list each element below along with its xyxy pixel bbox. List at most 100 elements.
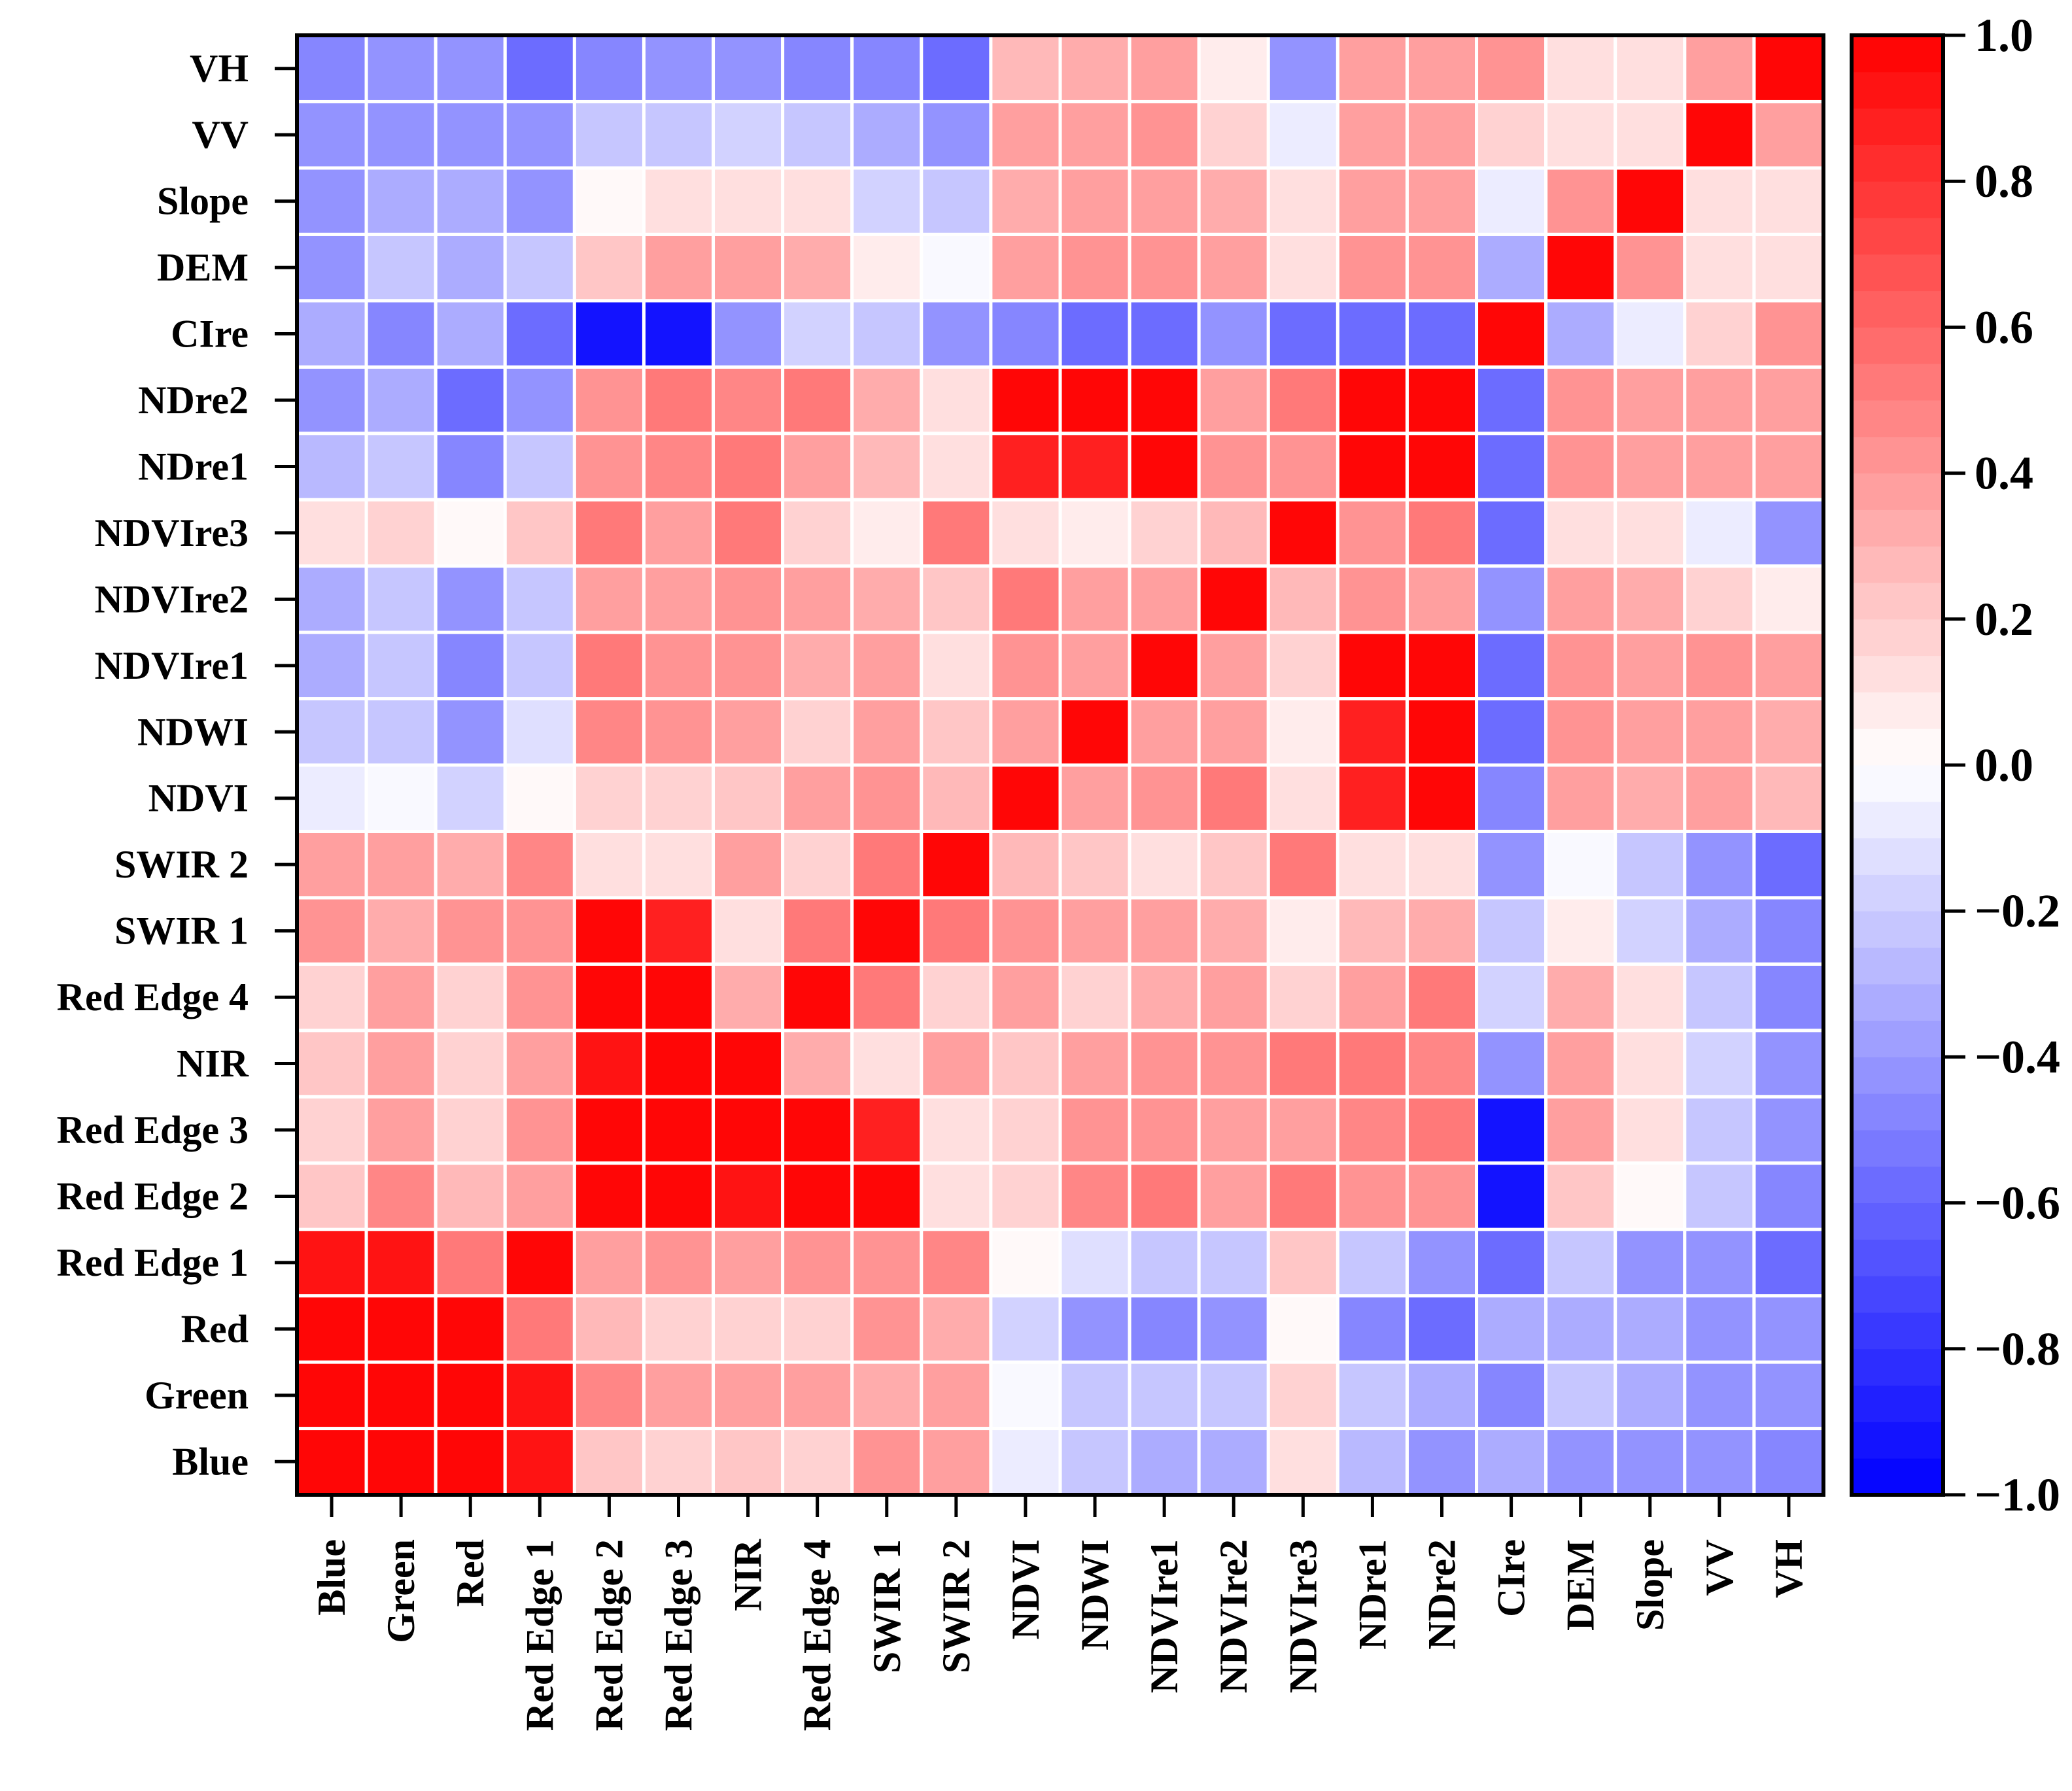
cell-cire-vh <box>1752 299 1825 369</box>
cell-ndvi-ndwi <box>1058 763 1131 833</box>
cell-red-edge-1-cire <box>1475 1227 1548 1298</box>
cell-swir-2-red-edge-3 <box>642 829 716 900</box>
colorbar-band <box>1852 582 1943 620</box>
cell-nir-ndvire1 <box>1128 1029 1201 1099</box>
cell-vv-ndre1 <box>1336 99 1409 170</box>
cell-ndwi-vv <box>1683 697 1756 767</box>
y-label-dem: DEM <box>157 246 249 289</box>
cell-ndvi-dem <box>1544 763 1617 833</box>
cell-red-edge-3-red <box>434 1095 507 1165</box>
cell-green-ndvire1 <box>1128 1360 1201 1431</box>
cell-vh-vv <box>1683 33 1756 103</box>
cell-swir-2-ndre1 <box>1336 829 1409 900</box>
cell-red-edge-3-vh <box>1752 1095 1825 1165</box>
colorbar-band <box>1852 509 1943 547</box>
cell-ndvi-red-edge-2 <box>572 763 646 833</box>
cell-swir-2-vv <box>1683 829 1756 900</box>
cell-ndvi-red-edge-4 <box>781 763 854 833</box>
cell-red-edge-3-swir-1 <box>850 1095 924 1165</box>
y-label-red-edge-3: Red Edge 3 <box>57 1108 249 1151</box>
cell-ndre2-ndre2 <box>1405 365 1479 435</box>
cell-ndwi-cire <box>1475 697 1548 767</box>
cell-blue-ndre1 <box>1336 1427 1409 1497</box>
colorbar-band <box>1852 71 1943 109</box>
cell-ndre2-cire <box>1475 365 1548 435</box>
cell-slope-swir-2 <box>920 166 993 236</box>
cell-red-edge-2-ndvi <box>989 1161 1062 1231</box>
cell-swir-2-ndvire3 <box>1266 829 1339 900</box>
cell-ndre2-red-edge-4 <box>781 365 854 435</box>
cell-swir-1-ndwi <box>1058 896 1131 966</box>
cell-ndvire3-ndvi <box>989 498 1062 568</box>
cell-vv-swir-1 <box>850 99 924 170</box>
cell-slope-ndre2 <box>1405 166 1479 236</box>
cell-vv-red-edge-4 <box>781 99 854 170</box>
cell-red-edge-4-cire <box>1475 962 1548 1032</box>
cell-ndvi-vv <box>1683 763 1756 833</box>
cell-slope-green <box>364 166 438 236</box>
cell-blue-ndvire2 <box>1197 1427 1270 1497</box>
cell-red-edge-4-slope <box>1614 962 1687 1032</box>
cell-red-edge-4-ndwi <box>1058 962 1131 1032</box>
cell-red-edge-1-vv <box>1683 1227 1756 1298</box>
cell-slope-red <box>434 166 507 236</box>
cell-red-edge-3-ndvire1 <box>1128 1095 1201 1165</box>
x-label-nir: NIR <box>727 1539 770 1611</box>
x-axis-labels: Blue Green Red Red Edge 1 Red Edge 2 Red Edge… <box>310 1495 1810 1731</box>
cell-ndvire3-red-edge-3 <box>642 498 716 568</box>
colorbar-band <box>1852 1166 1943 1204</box>
cell-dem-red-edge-4 <box>781 232 854 303</box>
cell-green-ndwi <box>1058 1360 1131 1431</box>
x-label-ndre1: NDre1 <box>1351 1539 1394 1650</box>
colorbar-band <box>1852 217 1943 255</box>
cell-nir-red-edge-3 <box>642 1029 716 1099</box>
colorbar-band <box>1852 180 1943 218</box>
cell-green-vv <box>1683 1360 1756 1431</box>
cell-blue-red-edge-1 <box>503 1427 576 1497</box>
cell-ndvire1-nir <box>712 630 785 701</box>
x-label-ndre2: NDre2 <box>1421 1539 1464 1650</box>
cell-slope-red-edge-3 <box>642 166 716 236</box>
cell-cire-ndvire1 <box>1128 299 1201 369</box>
cell-cire-cire <box>1475 299 1548 369</box>
colorbar-band <box>1852 1385 1943 1422</box>
cell-red-edge-2-green <box>364 1161 438 1231</box>
cell-ndvire2-red-edge-3 <box>642 564 716 634</box>
cell-ndvi-green <box>364 763 438 833</box>
cell-ndvire2-red-edge-4 <box>781 564 854 634</box>
cell-red-edge-2-blue <box>295 1161 368 1231</box>
cell-ndre2-ndvi <box>989 365 1062 435</box>
cell-ndre2-red-edge-2 <box>572 365 646 435</box>
cell-ndwi-ndvire3 <box>1266 697 1339 767</box>
cell-blue-ndwi <box>1058 1427 1131 1497</box>
cell-ndvire1-ndvire3 <box>1266 630 1339 701</box>
cell-swir-1-swir-2 <box>920 896 993 966</box>
cell-ndre2-vh <box>1752 365 1825 435</box>
cell-vv-blue <box>295 99 368 170</box>
cell-green-ndre2 <box>1405 1360 1479 1431</box>
cell-ndvire2-ndre1 <box>1336 564 1409 634</box>
x-label-blue: Blue <box>310 1539 353 1616</box>
y-label-nir: NIR <box>177 1042 249 1085</box>
cell-slope-red-edge-4 <box>781 166 854 236</box>
x-label-vh: VH <box>1767 1539 1810 1598</box>
cell-ndvi-cire <box>1475 763 1548 833</box>
cell-red-edge-3-ndvire3 <box>1266 1095 1339 1165</box>
cell-red-edge-3-vv <box>1683 1095 1756 1165</box>
cell-red-edge-2-ndvire3 <box>1266 1161 1339 1231</box>
colorbar-band <box>1852 1056 1943 1094</box>
cell-cire-ndwi <box>1058 299 1131 369</box>
cell-vh-red-edge-3 <box>642 33 716 103</box>
colorbar-tick-label: 1.0 <box>1975 9 2033 61</box>
cell-dem-ndvire3 <box>1266 232 1339 303</box>
cell-swir-2-red <box>434 829 507 900</box>
cell-red-edge-4-ndvire3 <box>1266 962 1339 1032</box>
cell-vv-ndvi <box>989 99 1062 170</box>
colorbar-band <box>1852 910 1943 948</box>
cell-nir-slope <box>1614 1029 1687 1099</box>
cell-slope-slope <box>1614 166 1687 236</box>
cell-swir-2-ndre2 <box>1405 829 1479 900</box>
y-label-vh: VH <box>190 47 249 90</box>
cell-ndvire3-ndvire2 <box>1197 498 1270 568</box>
cell-slope-blue <box>295 166 368 236</box>
